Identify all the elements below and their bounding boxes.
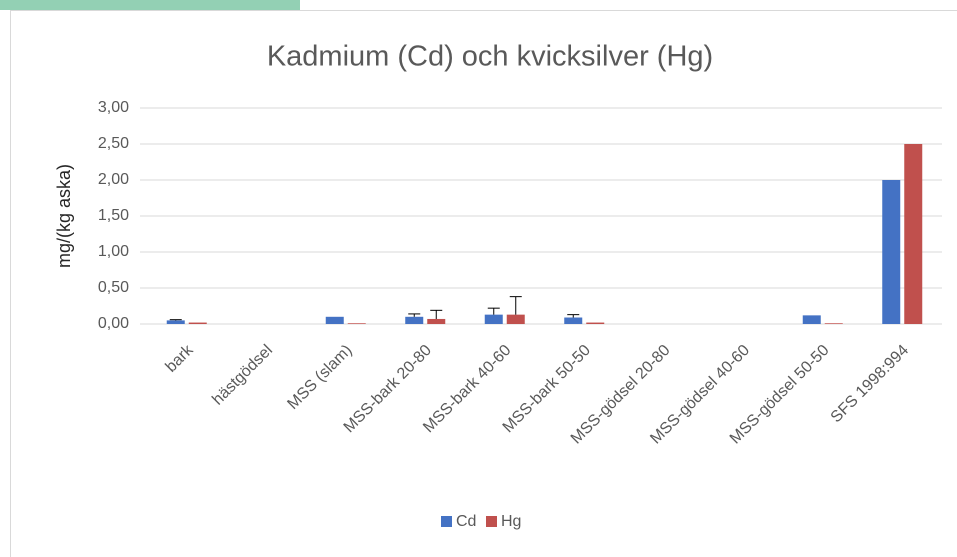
error-bar	[487, 307, 500, 315]
error-bar	[408, 313, 421, 317]
y-tick-label: 0,50	[98, 279, 129, 296]
error-bar	[169, 319, 182, 321]
chart-title: Kadmium (Cd) och kvicksilver (Hg)	[267, 41, 713, 73]
legend-label: Cd	[456, 513, 476, 530]
x-tick-label: hästgödsel	[209, 342, 276, 409]
legend-label: Hg	[501, 513, 521, 530]
x-tick-label: MSS (slam)	[284, 342, 355, 413]
y-tick-label: 0,00	[98, 315, 129, 332]
bar	[564, 317, 583, 324]
chart-border	[10, 10, 957, 557]
bar	[824, 323, 843, 324]
y-tick-label: 1,00	[98, 243, 129, 260]
bar	[166, 320, 185, 324]
bar	[405, 316, 424, 324]
error-bar	[567, 314, 580, 318]
bar	[188, 322, 207, 324]
bar	[427, 318, 446, 324]
bar	[586, 322, 605, 324]
error-bar	[430, 309, 443, 319]
legend-swatch	[441, 516, 452, 527]
y-axis-label: mg/(kg aska)	[54, 164, 74, 268]
tab-strip	[0, 0, 300, 10]
y-tick-label: 2,50	[98, 135, 129, 152]
legend-swatch	[486, 516, 497, 527]
y-tick-label: 2,00	[98, 171, 129, 188]
bar	[325, 316, 344, 324]
bar	[506, 314, 525, 324]
error-bar	[509, 296, 522, 315]
y-tick-label: 1,50	[98, 207, 129, 224]
x-tick-label: bark	[163, 341, 198, 376]
bar	[882, 180, 901, 324]
bar	[484, 314, 503, 324]
x-tick-label: SFS 1998:994	[828, 342, 912, 426]
bar	[802, 315, 821, 324]
bar	[347, 323, 366, 324]
bar	[904, 144, 923, 324]
y-tick-label: 3,00	[98, 99, 129, 116]
